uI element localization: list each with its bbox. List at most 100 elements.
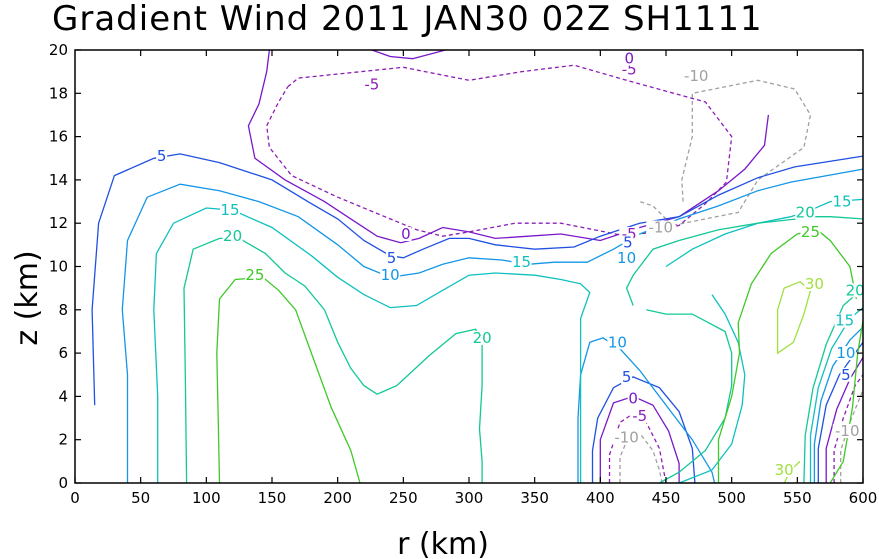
y-axis: 0 2 4 6 8 10 12 14 16 18 20 <box>49 41 863 492</box>
contour-label: -5 <box>632 407 647 425</box>
x-tick-label: 500 <box>717 489 746 507</box>
contour-label-bg <box>244 268 265 283</box>
y-axis-label: z (km) <box>10 250 45 345</box>
y-tick-label: 16 <box>49 128 68 146</box>
contour-label-bg <box>795 205 816 220</box>
contour-label: 0 <box>628 390 638 408</box>
contour-line-5-0 <box>91 153 864 406</box>
contour-label-bg <box>361 77 382 92</box>
contour-line-neg10-2 <box>840 389 864 483</box>
contour-label: 20 <box>796 203 815 221</box>
y-tick-label: 0 <box>58 474 68 492</box>
contour-label: -10 <box>648 219 673 237</box>
contour-label: 30 <box>775 461 794 479</box>
x-axis: 0 50 100 150 200 250 300 350 400 450 500 550 600 <box>70 50 877 507</box>
contour-label-bg <box>835 346 856 361</box>
contour-label-bg <box>623 51 635 66</box>
contour-label-bg <box>622 235 634 250</box>
contour-label: 15 <box>220 201 239 219</box>
x-tick-label: 350 <box>520 489 549 507</box>
x-tick-label: 250 <box>389 489 418 507</box>
contour-label-bg <box>386 250 398 265</box>
contour-label: 5 <box>623 234 633 252</box>
contour-label-bg <box>832 424 862 439</box>
contour-label: -10 <box>684 67 709 85</box>
contour-label: -10 <box>835 422 860 440</box>
x-tick-label: 100 <box>192 489 221 507</box>
x-tick-label: 200 <box>323 489 352 507</box>
contour-label-bg <box>834 313 855 328</box>
contour-label-bg <box>621 369 633 384</box>
x-tick-label: 550 <box>783 489 812 507</box>
contour-label: 20 <box>473 329 492 347</box>
contour-label-bg <box>222 229 243 244</box>
contour-label-bg <box>804 276 825 291</box>
contour-line-neg5-2 <box>833 374 864 483</box>
contour-line-25-0 <box>216 276 361 484</box>
contour-line-0-1 <box>371 49 446 60</box>
chart-title: Gradient Wind 2011 JAN30 02Z SH1111 <box>52 0 763 39</box>
contour-label: 5 <box>841 366 851 384</box>
x-tick-label: 300 <box>455 489 484 507</box>
contour-label-bg <box>472 330 493 345</box>
contour-label-bg <box>800 224 821 239</box>
contour-line-5-1 <box>591 376 696 484</box>
contour-label-bg <box>627 391 639 406</box>
contour-label-bg <box>845 283 866 298</box>
x-tick-label: 50 <box>131 489 150 507</box>
x-tick-label: 450 <box>652 489 681 507</box>
contour-line-20-0 <box>183 237 483 484</box>
y-tick-label: 18 <box>49 84 68 102</box>
contour-label: -10 <box>614 429 639 447</box>
contour-line-20-2 <box>803 287 864 484</box>
contour-label-bg <box>511 255 532 270</box>
contour-label: 0 <box>401 225 411 243</box>
contour-label-bg <box>840 367 852 382</box>
contour-label-bg <box>831 194 852 209</box>
contour-line-neg10-0 <box>639 79 812 227</box>
contour-label: 25 <box>245 266 264 284</box>
contour-label: 5 <box>157 147 167 165</box>
contour-label: 0 <box>624 50 634 68</box>
contour-label: 15 <box>832 193 851 211</box>
contour-line-20-1 <box>625 216 864 306</box>
contour-label: 5 <box>387 249 397 267</box>
contour-label: -5 <box>364 76 379 94</box>
contour-label: 10 <box>381 266 400 284</box>
contour-label-bg <box>607 335 628 350</box>
contour-label-bg <box>612 430 642 445</box>
contour-label-bg <box>629 408 650 423</box>
contour-line-0-2 <box>599 395 680 483</box>
contour-label: 20 <box>223 227 242 245</box>
contour-line-20-3 <box>646 309 733 484</box>
contour-line-10-2 <box>813 326 864 483</box>
y-tick-label: 2 <box>58 431 68 449</box>
x-tick-label: 600 <box>849 489 878 507</box>
contour-label: 15 <box>512 253 531 271</box>
contour-label-bg <box>681 68 711 83</box>
contour-label-bg <box>646 220 676 235</box>
contour-label: 10 <box>608 333 627 351</box>
contour-line-neg5-0 <box>266 64 733 237</box>
contour-label-bg <box>219 203 240 218</box>
plot-frame <box>74 49 864 484</box>
contour-label-bg <box>616 250 637 265</box>
x-axis-label: r (km) <box>397 527 489 559</box>
contour-label-bg <box>400 227 412 242</box>
contour-line-0-3 <box>825 357 864 483</box>
contour-line-0-0 <box>247 49 770 244</box>
x-tick-label: 0 <box>70 489 80 507</box>
contour-label-bg <box>619 62 640 77</box>
contour-line-25-2 <box>829 320 864 484</box>
y-tick-label: 4 <box>58 387 68 405</box>
y-tick-label: 20 <box>49 41 68 59</box>
x-tick-label: 400 <box>586 489 615 507</box>
contour-label-bg <box>774 463 795 478</box>
contour-line-15-1 <box>665 198 864 268</box>
y-tick-label: 14 <box>49 171 68 189</box>
contour-label-bg <box>156 149 168 164</box>
contour-layer <box>91 49 864 484</box>
contour-label: 5 <box>622 368 632 386</box>
